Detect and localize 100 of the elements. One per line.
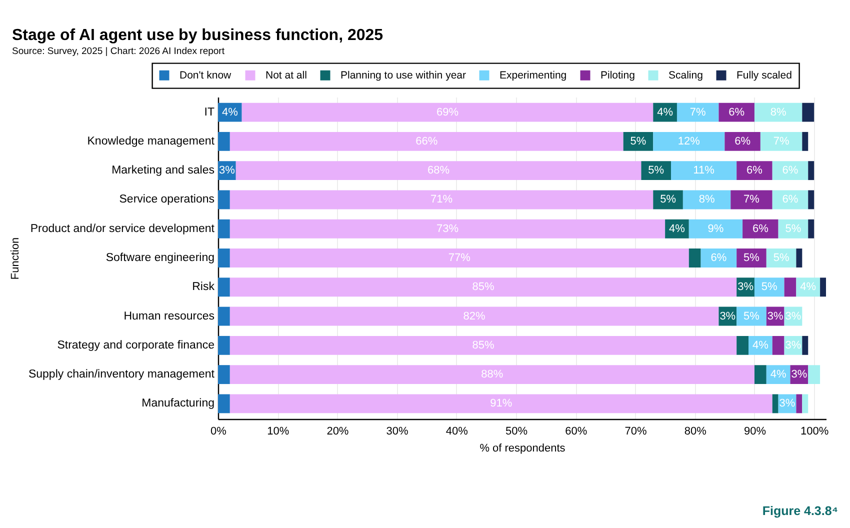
bar: [218, 278, 230, 297]
data-label: 3%: [779, 398, 796, 410]
data-label: 91%: [490, 398, 512, 410]
data-label: 3%: [785, 339, 802, 352]
data-label: 5%: [648, 164, 664, 177]
bar: [230, 365, 754, 384]
data-label: 7%: [744, 194, 760, 206]
data-label: 66%: [416, 135, 438, 148]
data-label: 8%: [698, 194, 715, 206]
bar: [754, 102, 802, 122]
data-label: 85%: [472, 281, 494, 294]
data-label: 5%: [744, 310, 760, 322]
bar: [230, 132, 624, 151]
data-label: 5%: [744, 252, 760, 264]
y-tick-label: Manufacturing: [142, 398, 214, 410]
data-label: 11%: [693, 164, 715, 177]
bar: [230, 190, 654, 210]
bar: [682, 190, 731, 210]
bar: [718, 102, 754, 122]
data-label: 3%: [218, 164, 236, 177]
data-label: 4%: [657, 106, 674, 118]
bar: [754, 365, 766, 384]
data-label: 71%: [430, 194, 453, 206]
bar: [784, 278, 796, 297]
x-tick-label: 10%: [267, 426, 290, 438]
data-label: 88%: [481, 368, 504, 381]
data-label: 5%: [785, 222, 802, 235]
bar: [772, 336, 784, 355]
legend-label: Experimenting: [500, 69, 567, 82]
data-label: 4%: [222, 106, 238, 118]
legend-label: Don't know: [180, 69, 232, 82]
legend-label: Piloting: [600, 69, 636, 82]
y-tick-label: Human resources: [124, 310, 215, 322]
bar: [820, 278, 826, 297]
bar: [218, 394, 230, 414]
y-tick-label: Knowledge management: [87, 135, 216, 148]
chart-title: Stage of AI agent use by business function, 2025: [12, 26, 384, 44]
y-tick-label: Product and/or service development: [30, 222, 216, 235]
legend-label: Scaling: [668, 69, 704, 82]
x-axis-title: % of respondents: [480, 442, 566, 454]
bar: [218, 365, 230, 384]
y-tick-label: Supply chain/inventory management: [28, 368, 216, 381]
data-label: 82%: [463, 310, 486, 322]
x-tick-label: 80%: [684, 426, 707, 438]
bar: [230, 219, 666, 238]
bar: [808, 365, 820, 384]
bar: [653, 132, 725, 151]
bar: [808, 219, 814, 238]
data-label: 6%: [746, 164, 763, 177]
data-label: 73%: [436, 222, 459, 235]
y-tick-label: Software engineering: [106, 252, 214, 264]
x-tick-label: 90%: [744, 426, 766, 438]
data-label: 6%: [734, 135, 751, 148]
bar: [688, 248, 701, 268]
x-tick-label: 20%: [326, 426, 349, 438]
bar: [218, 306, 230, 326]
bar: [802, 394, 808, 414]
data-label: 5%: [761, 281, 778, 294]
caption: Figure 4.3.8⁴: [762, 504, 838, 518]
text: Source: Survey, 2025 | Chart: 2026 AI Index report: [12, 46, 225, 57]
data-label: 68%: [428, 164, 450, 177]
bar: [688, 219, 743, 238]
bar: [218, 190, 230, 210]
y-tick-label: Risk: [192, 281, 215, 294]
data-label: 4%: [800, 281, 816, 294]
bar: [760, 132, 802, 151]
bar: [736, 336, 749, 355]
data-label: 6%: [782, 194, 798, 206]
bar: [808, 161, 814, 180]
data-label: 5%: [660, 194, 676, 206]
x-tick-label: 100%: [800, 426, 829, 438]
bar: [730, 190, 772, 210]
y-axis-title: Function: [9, 237, 22, 280]
bar: [724, 132, 760, 151]
data-label: 12%: [678, 135, 700, 148]
bar: [796, 248, 802, 268]
data-label: 7%: [773, 135, 790, 148]
bar: [802, 132, 808, 151]
data-label: 3%: [720, 310, 736, 322]
data-label: 8%: [770, 106, 786, 118]
bar: [802, 336, 808, 355]
bar: [230, 394, 772, 414]
data-label: 4%: [770, 368, 786, 381]
data-label: 5%: [630, 135, 646, 148]
bar: [230, 278, 737, 297]
bar: [218, 219, 230, 238]
bar: [218, 132, 230, 151]
data-label: 4%: [669, 222, 686, 235]
data-label: 3%: [738, 281, 754, 294]
y-tick-label: Strategy and corporate finance: [57, 339, 214, 352]
data-label: 6%: [710, 252, 727, 264]
legend-label: Planning to use within year: [340, 69, 466, 82]
data-label: 3%: [785, 310, 802, 322]
bar: [676, 102, 719, 122]
bar: [236, 161, 642, 180]
x-tick-label: 40%: [446, 426, 468, 438]
bar: [796, 394, 802, 414]
bar: [742, 219, 778, 238]
bar: [802, 102, 814, 122]
data-label: 77%: [448, 252, 471, 264]
